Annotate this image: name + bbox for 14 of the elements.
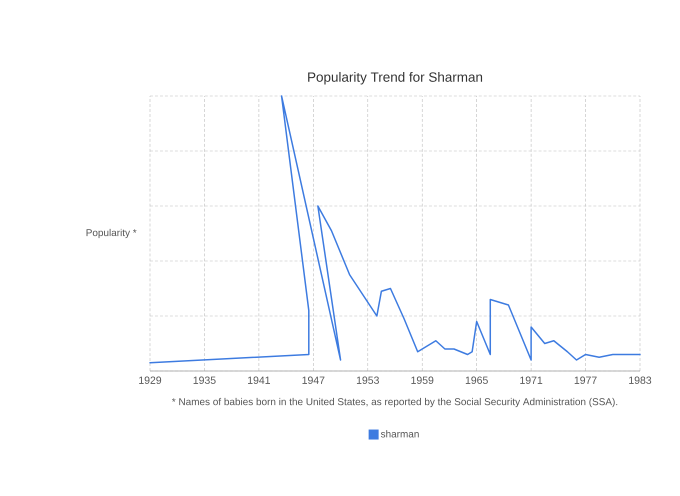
x-tick-label: 1965	[466, 376, 488, 384]
legend-label: sharman	[380, 430, 419, 438]
x-tick-label: 1959	[411, 376, 434, 384]
chart-title: Popularity Trend for Sharman	[308, 72, 482, 85]
x-tick-label: 1983	[629, 376, 652, 384]
x-tick-label: 1971	[520, 376, 542, 384]
x-tick-label: 1929	[139, 376, 162, 384]
text: * Names of babies born in the United States, as reported by the Social Security Administration (SSA).	[172, 398, 618, 408]
x-tick-label: 1947	[302, 376, 324, 384]
x-tick-label: 1935	[194, 376, 216, 384]
y-axis-title: Popularity *	[86, 228, 137, 238]
x-tick-label: 1941	[248, 376, 270, 384]
x-tick-label: 1953	[356, 376, 379, 384]
x-tick-label: 1977	[574, 376, 597, 384]
